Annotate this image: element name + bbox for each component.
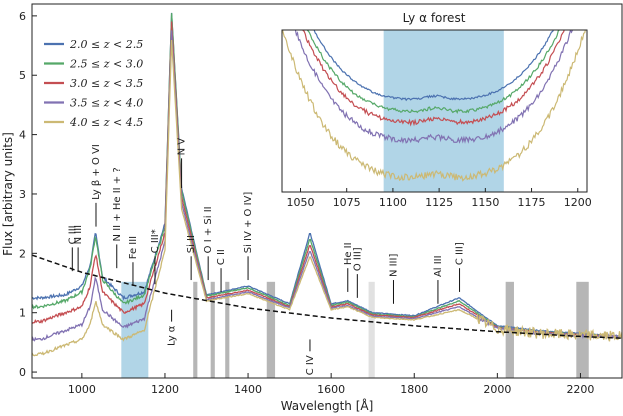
shaded-region [193, 281, 198, 378]
annotation-label: N III] [388, 254, 399, 278]
inset-title: Ly α forest [403, 11, 466, 25]
annotation-label: Ly β + O VI [91, 144, 102, 200]
y-tick-label: 1 [19, 307, 26, 320]
series-line [32, 39, 622, 357]
power-law-line [32, 254, 622, 339]
x-axis-ticks: 1000 1200 1400 1600 1800 2000 2200 [68, 373, 594, 396]
x-tick-label: 1400 [234, 383, 262, 396]
annotation-label: N V [177, 138, 188, 156]
power-law-fit [32, 254, 622, 339]
main-plot-frame [31, 3, 623, 379]
inset-x-tick-label: 1125 [425, 196, 453, 209]
x-tick-label: 1800 [400, 383, 428, 396]
annotation-label: Si IV + O IV] [243, 192, 254, 254]
annotation-label: C III] [455, 242, 466, 265]
inset-series [282, 30, 586, 182]
inset-x-tick-label: 1050 [286, 196, 314, 209]
legend-label: 2.0 ≤ z < 2.5 [69, 38, 143, 51]
y-tick-label: 6 [19, 10, 26, 23]
y-axis-ticks: 0 1 2 3 4 5 6 [19, 10, 37, 379]
legend-label: 3.5 ≤ z < 4.0 [70, 97, 143, 110]
shaded-region [576, 281, 589, 378]
y-tick-label: 3 [19, 188, 26, 201]
x-tick-label: 2200 [566, 383, 594, 396]
inset-series-line [282, 30, 586, 182]
series-line [32, 12, 622, 338]
y-tick-label: 5 [19, 69, 26, 82]
annotation-label: O I + Si II [203, 206, 214, 253]
inset-series-line [294, 30, 574, 144]
legend-label: 4.0 ≤ z < 4.5 [69, 116, 143, 129]
legend: 2.0 ≤ z < 2.5 2.5 ≤ z < 3.0 3.0 ≤ z < 3.5 3… [44, 38, 143, 129]
annotation-label: He II [343, 242, 354, 265]
inset-series-line [302, 30, 565, 127]
annotation-label: Ly α [167, 325, 178, 346]
shaded-region [210, 281, 215, 378]
x-tick-label: 1000 [68, 383, 96, 396]
inset-x-tick-label: 1200 [564, 196, 592, 209]
legend-label: 3.0 ≤ z < 3.5 [70, 77, 143, 90]
inset-series-line [313, 30, 555, 102]
annotation-label: N III [73, 225, 84, 245]
inset-x-tick-label: 1075 [333, 196, 361, 209]
annotation-label: Si II [186, 235, 197, 253]
y-tick-label: 2 [19, 247, 26, 260]
shaded-region [225, 281, 230, 378]
shaded-region [266, 281, 276, 378]
annotation-label: Al III [433, 255, 444, 277]
inset-x-tick-label: 1175 [518, 196, 546, 209]
y-tick-label: 4 [19, 129, 26, 142]
x-axis-label: Wavelength [Å] [281, 398, 374, 413]
annotation-label: N II + He II + ? [112, 167, 123, 241]
inset-series-line [306, 30, 560, 114]
y-tick-label: 0 [19, 366, 26, 379]
legend-label: 2.5 ≤ z < 3.0 [69, 58, 143, 71]
annotation-label: O III] [352, 247, 363, 271]
inset-x-tick-label: 1150 [471, 196, 499, 209]
annotation-label: C III [67, 225, 78, 244]
x-tick-label: 2000 [483, 383, 511, 396]
inset-x-ticks: 1050 1075 1100 1125 1150 1175 1200 [286, 188, 592, 209]
spectra-series [32, 12, 622, 357]
y-axis-label: Flux [arbitrary units] [1, 132, 15, 256]
annotation-label: C IV [305, 355, 316, 375]
annotation-label: Fe III [128, 236, 139, 259]
annotation-label: C III* [150, 229, 161, 253]
x-tick-label: 1600 [317, 383, 345, 396]
inset-x-tick-label: 1100 [379, 196, 407, 209]
annotation-label: C II [216, 249, 227, 265]
shaded-region [368, 281, 375, 378]
x-tick-label: 1200 [151, 383, 179, 396]
inset-frame [281, 29, 588, 193]
